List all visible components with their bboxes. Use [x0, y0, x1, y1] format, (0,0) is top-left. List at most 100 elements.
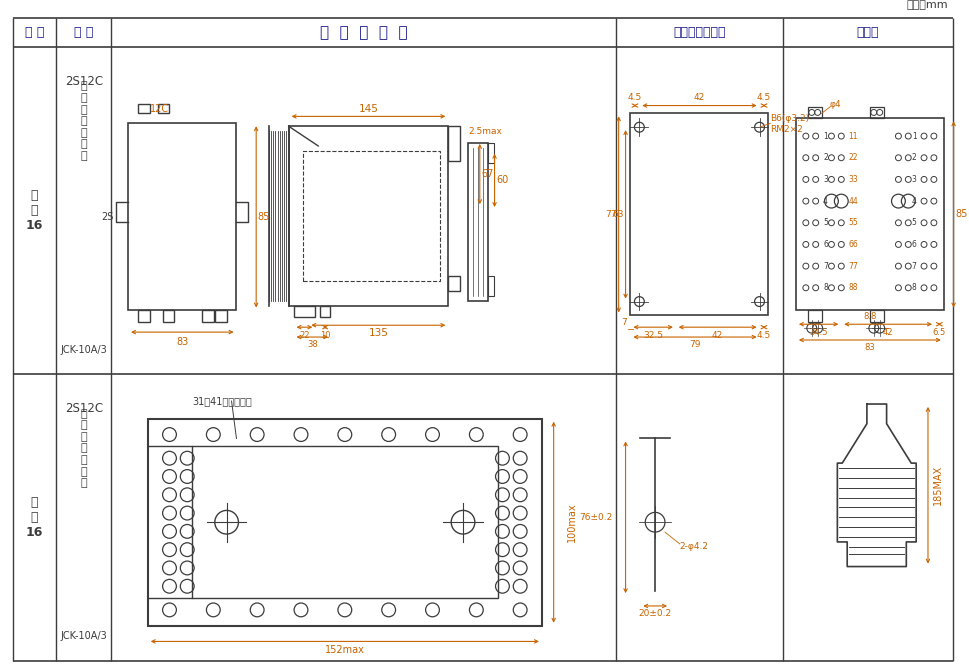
- Text: 端子图: 端子图: [856, 26, 878, 39]
- Text: 4: 4: [823, 197, 828, 205]
- Text: RM2×2: RM2×2: [769, 124, 802, 134]
- Text: 22: 22: [848, 153, 857, 163]
- Bar: [138, 310, 149, 322]
- Text: 34.5: 34.5: [808, 328, 827, 337]
- Bar: [214, 310, 227, 322]
- Text: 22: 22: [298, 330, 309, 340]
- Text: 5: 5: [823, 218, 828, 227]
- Text: 外  形  尺  寸  图: 外 形 尺 寸 图: [320, 25, 407, 40]
- Text: 60: 60: [496, 175, 508, 185]
- Text: 6: 6: [823, 240, 828, 249]
- Text: 85: 85: [954, 209, 967, 219]
- Bar: [320, 306, 329, 317]
- Text: 1: 1: [823, 132, 828, 140]
- Text: 7: 7: [823, 262, 828, 271]
- Bar: [487, 143, 493, 163]
- Bar: [869, 106, 883, 118]
- Text: 2S: 2S: [101, 212, 113, 222]
- Text: 6.5: 6.5: [932, 328, 945, 337]
- Bar: [630, 114, 767, 315]
- Text: 7: 7: [911, 262, 916, 271]
- Text: 85: 85: [258, 212, 270, 222]
- Text: 100max: 100max: [567, 502, 577, 542]
- Bar: [467, 143, 487, 300]
- Text: 76±0.2: 76±0.2: [578, 513, 612, 522]
- Text: 图 号: 图 号: [25, 26, 45, 39]
- Text: 结 构: 结 构: [74, 26, 93, 39]
- Text: 20±0.2: 20±0.2: [638, 609, 671, 618]
- Text: 8.8: 8.8: [862, 312, 876, 321]
- Text: 4.5: 4.5: [756, 330, 770, 340]
- Text: 42: 42: [711, 330, 723, 340]
- Text: 2S12C: 2S12C: [65, 403, 103, 415]
- Text: 8: 8: [911, 283, 916, 292]
- Text: 凸
出
式
板
前
接
线: 凸 出 式 板 前 接 线: [80, 409, 87, 488]
- Text: 4: 4: [911, 197, 916, 205]
- Text: 31、41为电流端子: 31、41为电流端子: [192, 396, 252, 406]
- Text: JCK-10A/3: JCK-10A/3: [60, 345, 107, 355]
- Bar: [487, 276, 493, 296]
- Text: 83: 83: [176, 337, 188, 347]
- Text: 1: 1: [911, 132, 916, 140]
- Text: 附
图
16: 附 图 16: [26, 496, 44, 539]
- Text: 2.5max: 2.5max: [467, 126, 501, 136]
- Text: 135: 135: [368, 328, 388, 338]
- Text: 单位：mm: 单位：mm: [905, 0, 947, 10]
- Bar: [448, 276, 459, 291]
- Text: 凸
出
式
板
后
接
线: 凸 出 式 板 后 接 线: [80, 82, 87, 161]
- Text: φ4: φ4: [828, 100, 840, 109]
- Text: 88: 88: [848, 283, 857, 292]
- Text: 6: 6: [911, 240, 916, 249]
- Text: 8: 8: [823, 283, 828, 292]
- Text: 11: 11: [848, 132, 857, 140]
- Bar: [448, 126, 459, 161]
- Text: 3: 3: [823, 175, 828, 184]
- Text: 77: 77: [847, 262, 858, 271]
- Text: 77: 77: [605, 210, 616, 219]
- Text: 67: 67: [481, 169, 493, 179]
- Text: 5: 5: [911, 218, 916, 227]
- Text: 44: 44: [847, 197, 858, 205]
- Text: 38: 38: [306, 341, 318, 349]
- Text: 83: 83: [863, 343, 874, 353]
- Text: B6(φ3.2): B6(φ3.2): [769, 114, 809, 123]
- Text: 4.5: 4.5: [627, 93, 641, 102]
- Text: 4.5: 4.5: [756, 93, 770, 102]
- Bar: [192, 446, 497, 598]
- Text: 152max: 152max: [325, 646, 364, 655]
- Bar: [128, 123, 236, 310]
- Text: 185MAX: 185MAX: [932, 465, 942, 505]
- Bar: [163, 310, 174, 322]
- Text: JCK-10A/3: JCK-10A/3: [60, 632, 107, 642]
- Text: 2-φ4.2: 2-φ4.2: [679, 543, 708, 551]
- Text: 12C: 12C: [149, 104, 169, 114]
- Text: 55: 55: [847, 218, 858, 227]
- Bar: [289, 126, 448, 306]
- Bar: [869, 310, 883, 322]
- Text: 32.5: 32.5: [642, 330, 663, 340]
- Bar: [807, 106, 821, 118]
- Bar: [202, 310, 213, 322]
- Bar: [294, 306, 315, 317]
- Text: 安装开孔尺寸图: 安装开孔尺寸图: [672, 26, 725, 39]
- Bar: [147, 419, 542, 626]
- Text: 2: 2: [823, 153, 828, 163]
- Text: 2: 2: [911, 153, 916, 163]
- Text: 附
图
16: 附 图 16: [26, 189, 44, 232]
- Text: 145: 145: [359, 104, 378, 114]
- Text: 33: 33: [847, 175, 858, 184]
- Text: 7: 7: [621, 318, 627, 326]
- Text: 3: 3: [911, 175, 916, 184]
- Text: 10: 10: [320, 330, 330, 340]
- Bar: [807, 310, 821, 322]
- Text: 2S12C: 2S12C: [65, 76, 103, 88]
- Bar: [303, 151, 440, 281]
- Bar: [138, 104, 149, 114]
- Text: 66: 66: [847, 240, 858, 249]
- Bar: [796, 118, 943, 310]
- Text: 42: 42: [882, 328, 892, 337]
- Bar: [158, 104, 170, 114]
- Text: 79: 79: [689, 341, 700, 349]
- Text: 42: 42: [693, 93, 704, 102]
- Text: 63: 63: [611, 210, 623, 219]
